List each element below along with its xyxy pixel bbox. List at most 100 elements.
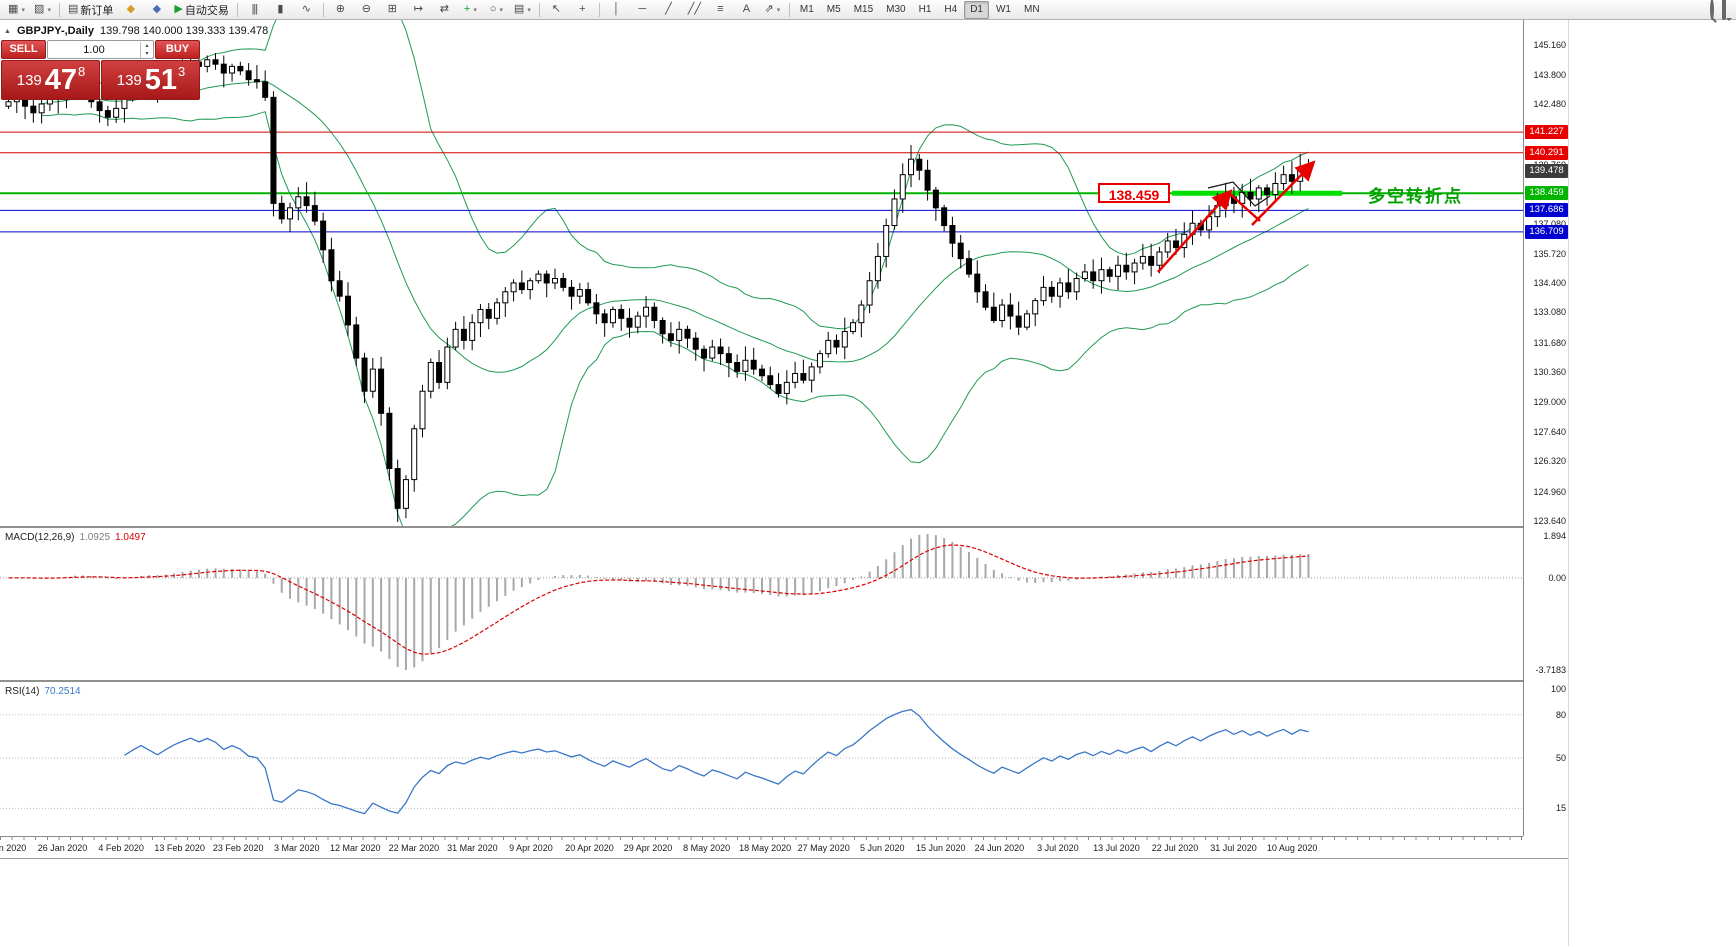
search-icon: [1710, 0, 1714, 20]
timeframe-m30-button[interactable]: M30: [886, 4, 906, 15]
lot-increase-icon[interactable]: ▴: [145, 42, 149, 49]
toolbar-separator: [598, 2, 600, 17]
zoom-in-button[interactable]: ⊕: [328, 0, 353, 19]
date-label: 15 Jun 2020: [916, 843, 966, 853]
new-chart-button[interactable]: ▦ ▾: [4, 0, 29, 19]
buy-button[interactable]: BUY: [155, 40, 200, 59]
timeframe-d1-button[interactable]: D1: [964, 0, 989, 19]
indicators-button[interactable]: + ▾: [458, 0, 483, 19]
empty-right-area: [1568, 20, 1736, 946]
chevron-down-icon: ▾: [776, 6, 781, 14]
one-click-collapse-icon[interactable]: ▲: [4, 27, 11, 35]
timeframe-w1-button[interactable]: W1: [995, 4, 1011, 15]
new-order-button[interactable]: ▤ 新订单: [64, 0, 117, 19]
macd-axis-min: -3.7183: [1535, 665, 1566, 675]
time-scale[interactable]: 6 Jan 2020 26 Jan 2020 4 Feb 2020 13 Feb 20…: [0, 836, 1523, 859]
panel-splitter[interactable]: [0, 526, 1568, 528]
macd-chart-canvas[interactable]: [0, 528, 1523, 680]
chart-shift-button[interactable]: ⇄: [432, 0, 457, 19]
periods-icon: ○: [489, 3, 497, 15]
symbol-title: GBPJPY-,Daily: [16, 25, 94, 37]
alert-icon: ◆: [126, 3, 136, 15]
chart-candles-button[interactable]: ▮: [268, 0, 293, 19]
chart-line-button[interactable]: ∿: [294, 0, 319, 19]
arrows-button[interactable]: ⇗ ▾: [760, 0, 785, 19]
price-chart-canvas[interactable]: [0, 20, 1523, 526]
vertical-line-icon: │: [612, 3, 620, 15]
chevron-down-icon: ▾: [47, 6, 51, 14]
date-label: 6 Jan 2020: [0, 843, 27, 853]
templates-button[interactable]: ▤ ▾: [510, 0, 535, 19]
rsi-axis-label: 15: [1555, 803, 1566, 814]
one-click-trading-widget: SELL 1.00 ▴ ▾ BUY 139 47 8 139: [1, 40, 200, 100]
chart-bars-button[interactable]: |||: [242, 0, 267, 19]
periods-button[interactable]: ○ ▾: [484, 0, 509, 19]
trendline-icon: ╱: [665, 3, 672, 15]
vline-button[interactable]: │: [604, 0, 629, 19]
timeframe-h1-button[interactable]: H1: [918, 4, 932, 15]
main-price-panel: ▲ GBPJPY-,Daily 139.798 140.000 139.333 …: [0, 20, 1523, 526]
fibonacci-button[interactable]: ≡: [708, 0, 733, 19]
hline-button[interactable]: ─: [630, 0, 655, 19]
date-label: 27 May 2020: [797, 843, 850, 853]
chevron-down-icon: ▾: [527, 6, 531, 14]
rsi-axis-label: 100: [1550, 684, 1566, 694]
zoom-out-button[interactable]: ⊖: [354, 0, 379, 19]
tile-windows-button[interactable]: ⊞: [380, 0, 405, 19]
macd-panel: MACD(12,26,9) 1.0925 1.0497: [0, 528, 1523, 680]
new-chart-icon: ▦: [8, 3, 19, 15]
lot-decrease-icon[interactable]: ▾: [145, 50, 149, 57]
trade-price-row: 139 47 8 139 51 3: [1, 60, 200, 100]
mailbox-button[interactable]: ◆: [144, 0, 169, 19]
search-button[interactable]: [1708, 0, 1719, 20]
price-axis-tick: 142.480: [1533, 99, 1566, 110]
date-label: 3 Jul 2020: [1037, 843, 1079, 853]
new-order-button-label: 新订单: [80, 4, 114, 17]
auto-scroll-button[interactable]: ↦: [406, 0, 431, 19]
autotrading-button-label: 自动交易: [184, 4, 229, 17]
cursor-button[interactable]: ↖: [544, 0, 569, 19]
crosshair-button[interactable]: +: [570, 0, 595, 19]
sell-button[interactable]: SELL: [1, 40, 46, 59]
alert-button[interactable]: ◆: [118, 0, 143, 19]
price-level-label[interactable]: 138.459: [1098, 183, 1170, 204]
price-axis-tick: 126.320: [1533, 456, 1566, 467]
profiles-icon: ▨: [34, 3, 45, 15]
price-level-axis-label: 140.291: [1525, 145, 1568, 160]
buy-price-prefix: 139: [116, 71, 142, 89]
turning-point-annotation[interactable]: 多空转折点: [1368, 187, 1463, 207]
text-button[interactable]: A: [734, 0, 759, 19]
date-label: 20 Apr 2020: [565, 843, 614, 853]
line-chart-icon: ∿: [301, 3, 311, 15]
profiles-button[interactable]: ▨ ▾: [30, 0, 55, 19]
price-axis-tick: 143.800: [1533, 70, 1566, 81]
timeframe-mn-button[interactable]: MN: [1023, 4, 1040, 15]
timeframe-m5-button[interactable]: M5: [826, 4, 841, 15]
lot-spinner[interactable]: ▴ ▾: [140, 41, 153, 58]
chart-shift-icon: ⇄: [439, 3, 449, 15]
price-scale[interactable]: 145.160143.800142.480139.760137.080135.7…: [1523, 20, 1569, 836]
macd-signal-line: [8, 544, 1309, 655]
toolbar-separator: [236, 2, 238, 17]
channel-button[interactable]: ╱╱: [682, 0, 707, 19]
date-label: 26 Jan 2020: [37, 843, 88, 853]
rsi-chart-canvas[interactable]: [0, 682, 1523, 836]
timeframe-h4-button[interactable]: H4: [944, 4, 958, 15]
sell-price-panel[interactable]: 139 47 8: [1, 60, 100, 100]
trendline-button[interactable]: ╱: [656, 0, 681, 19]
timeframe-m15-button[interactable]: M15: [853, 4, 874, 15]
toolbar-separator: [788, 2, 790, 17]
buy-price-panel[interactable]: 139 51 3: [101, 60, 200, 100]
chat-button[interactable]: [1720, 0, 1732, 20]
panel-splitter[interactable]: [0, 680, 1568, 682]
autotrading-button[interactable]: ▶ 自动交易: [170, 0, 232, 19]
chevron-down-icon: ▾: [499, 6, 503, 14]
lot-size-field[interactable]: 1.00 ▴ ▾: [47, 40, 154, 59]
timeframe-m1-button[interactable]: M1: [799, 4, 814, 15]
price-axis-tick: 124.960: [1533, 486, 1566, 497]
empty-bottom-area: [0, 858, 1568, 947]
lot-size-value[interactable]: 1.00: [83, 43, 105, 56]
zoom-in-icon: ⊕: [335, 3, 345, 15]
price-axis-tick: 135.720: [1533, 248, 1566, 259]
trend-annotations[interactable]: [1157, 160, 1316, 273]
